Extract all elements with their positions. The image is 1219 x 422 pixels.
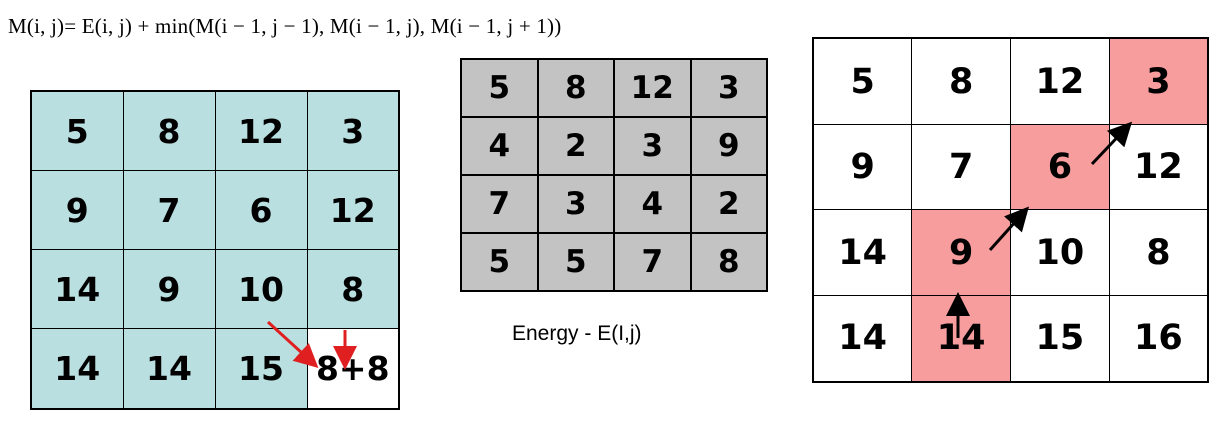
energy-cell: 8 bbox=[689, 232, 768, 292]
energy-cell: 2 bbox=[689, 174, 768, 234]
matrix-cell: 3 bbox=[306, 90, 400, 172]
matrix-cell: 12 bbox=[306, 170, 400, 251]
result-cell: 14 bbox=[812, 294, 913, 383]
cumulative-matrix-partial: 5 8 12 3 9 7 6 12 14 9 10 8 14 14 15 8+8 bbox=[30, 90, 400, 410]
seam-path-cell: 9 bbox=[911, 209, 1011, 296]
matrix-cell: 9 bbox=[122, 249, 216, 330]
matrix-cell: 8 bbox=[122, 90, 216, 172]
result-cell: 12 bbox=[1010, 37, 1110, 126]
matrix-cell: 5 bbox=[30, 90, 124, 172]
energy-cell: 5 bbox=[460, 58, 539, 118]
table-row: 7 3 4 2 bbox=[460, 174, 768, 234]
result-cell: 10 bbox=[1010, 209, 1110, 296]
table-row: 14 14 15 16 bbox=[812, 294, 1209, 383]
result-cell: 8 bbox=[1108, 209, 1209, 296]
energy-cell: 5 bbox=[536, 232, 615, 292]
matrix-cell: 14 bbox=[30, 249, 124, 330]
matrix-cell: 14 bbox=[122, 328, 216, 410]
table-row: 5 8 12 3 bbox=[812, 37, 1209, 126]
energy-cell: 7 bbox=[613, 232, 692, 292]
matrix-cell: 10 bbox=[214, 249, 308, 330]
energy-cell: 3 bbox=[689, 58, 768, 118]
matrix-cell: 6 bbox=[214, 170, 308, 251]
matrix-cell: 8 bbox=[306, 249, 400, 330]
energy-cell: 9 bbox=[689, 116, 768, 176]
table-row: 9 7 6 12 bbox=[30, 170, 400, 251]
result-cell: 9 bbox=[812, 124, 913, 211]
energy-cell: 8 bbox=[536, 58, 615, 118]
result-cell: 5 bbox=[812, 37, 913, 126]
seam-path-cell: 6 bbox=[1010, 124, 1110, 211]
matrix-cell: 14 bbox=[30, 328, 124, 410]
table-row: 4 2 3 9 bbox=[460, 116, 768, 176]
table-row: 5 5 7 8 bbox=[460, 232, 768, 292]
energy-cell: 7 bbox=[460, 174, 539, 234]
matrix-cell: 9 bbox=[30, 170, 124, 251]
energy-cell: 12 bbox=[613, 58, 692, 118]
result-cell: 12 bbox=[1108, 124, 1209, 211]
result-cell: 8 bbox=[911, 37, 1011, 126]
table-row: 5 8 12 3 bbox=[460, 58, 768, 118]
table-row: 14 14 15 8+8 bbox=[30, 328, 400, 410]
energy-cell: 3 bbox=[536, 174, 615, 234]
table-row: 14 9 10 8 bbox=[812, 209, 1209, 296]
energy-caption: Energy - E(I,j) bbox=[512, 322, 642, 345]
result-cell: 14 bbox=[812, 209, 913, 296]
result-cell: 15 bbox=[1010, 294, 1110, 383]
table-row: 5 8 12 3 bbox=[30, 90, 400, 172]
energy-cell: 2 bbox=[536, 116, 615, 176]
energy-cell: 4 bbox=[613, 174, 692, 234]
matrix-cell: 15 bbox=[214, 328, 308, 410]
seam-path-cell: 3 bbox=[1108, 37, 1209, 126]
table-row: 9 7 6 12 bbox=[812, 124, 1209, 211]
table-row: 14 9 10 8 bbox=[30, 249, 400, 330]
energy-matrix: 5 8 12 3 4 2 3 9 7 3 4 2 5 5 7 8 bbox=[460, 58, 768, 292]
matrix-cell: 7 bbox=[122, 170, 216, 251]
current-cell: 8+8 bbox=[306, 328, 400, 410]
energy-cell: 5 bbox=[460, 232, 539, 292]
matrix-cell: 12 bbox=[214, 90, 308, 172]
cumulative-matrix-result: 5 8 12 3 9 7 6 12 14 9 10 8 14 14 15 16 bbox=[812, 37, 1209, 383]
energy-cell: 3 bbox=[613, 116, 692, 176]
energy-cell: 4 bbox=[460, 116, 539, 176]
seam-path-cell: 14 bbox=[911, 294, 1011, 383]
seam-formula: M(i, j)= E(i, j) + min(M(i − 1, j − 1), … bbox=[8, 14, 562, 38]
result-cell: 7 bbox=[911, 124, 1011, 211]
result-cell: 16 bbox=[1108, 294, 1209, 383]
